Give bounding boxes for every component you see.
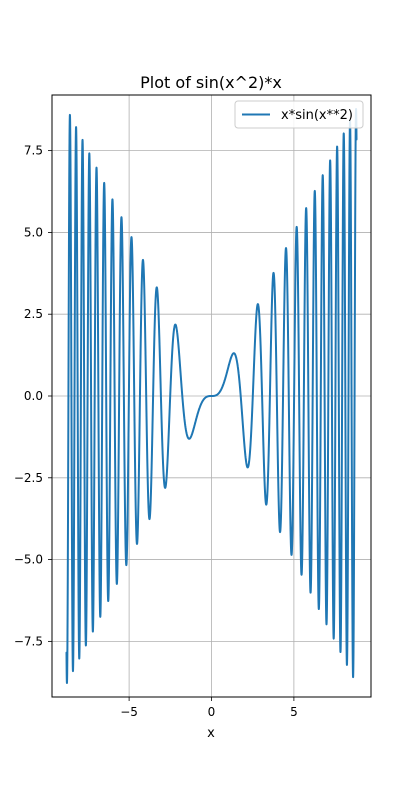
- y-tick-label: −5.0: [14, 553, 43, 567]
- x-tick-label: 5: [290, 705, 298, 719]
- series-line: [65, 107, 358, 685]
- ticks-layer: −5 0 5 −7.5 −5.0 −2.5 0.0 2.5 5.0 7.5: [14, 144, 298, 719]
- series-layer: [65, 107, 358, 685]
- legend-series-label: x*sin(x**2): [281, 108, 353, 123]
- y-tick-label: 7.5: [24, 144, 43, 158]
- x-axis-label: x: [207, 726, 215, 741]
- y-tick-label: −2.5: [14, 471, 43, 485]
- legend-box: [234, 100, 364, 129]
- legend: x*sin(x**2): [234, 100, 364, 129]
- y-tick-label: 5.0: [24, 225, 43, 239]
- y-tick-label: 0.0: [24, 389, 43, 403]
- y-tick-label: 2.5: [24, 307, 43, 321]
- chart-title: Plot of sin(x^2)*x: [140, 73, 282, 92]
- x-tick-label: 0: [208, 705, 216, 719]
- x-tick-label: −5: [120, 705, 138, 719]
- y-tick-label: −7.5: [14, 634, 43, 648]
